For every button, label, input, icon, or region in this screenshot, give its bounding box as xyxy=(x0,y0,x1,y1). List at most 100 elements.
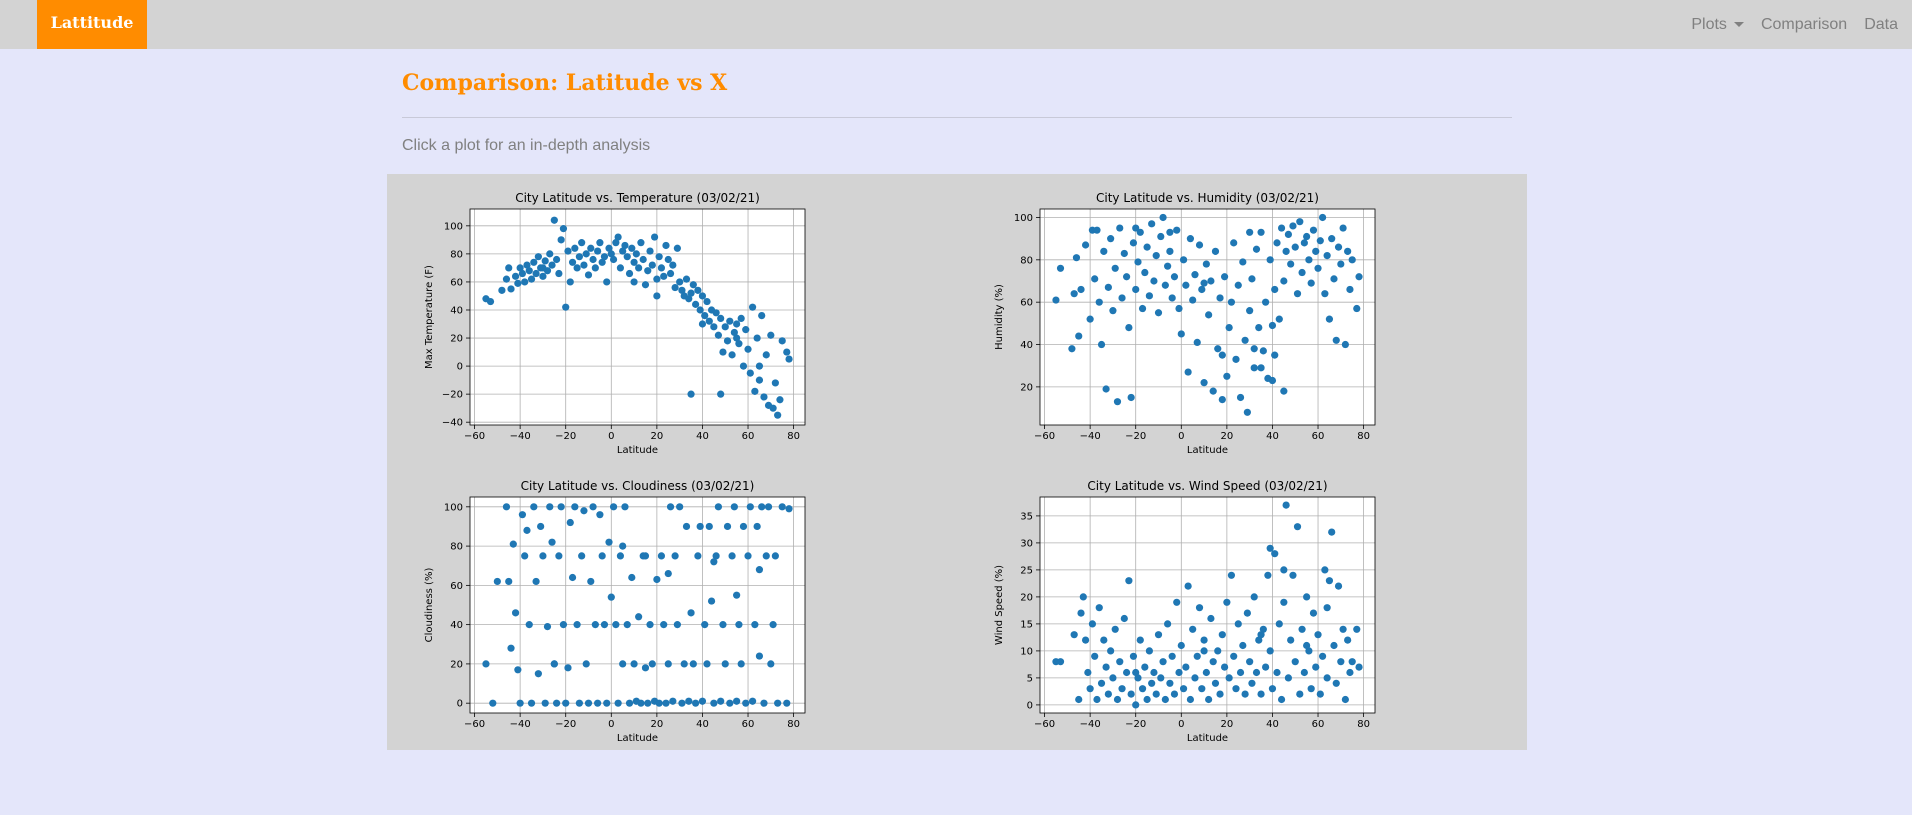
chart-1-xtick-label: 80 xyxy=(1357,431,1370,442)
chart-2-ytick-label: 80 xyxy=(450,542,463,553)
nav-comparison[interactable]: Comparison xyxy=(1760,15,1848,33)
chart-3-point xyxy=(1173,598,1181,606)
chart-2-point xyxy=(635,613,643,621)
chart-1-point xyxy=(1348,256,1356,264)
chart-1-ytick-label: 80 xyxy=(1020,255,1033,266)
chart-1-point xyxy=(1154,309,1163,317)
chart-2-ylabel: Cloudiness (%) xyxy=(424,568,435,643)
chart-2-point xyxy=(521,552,529,560)
chart-1-point xyxy=(1198,285,1206,294)
chart-1-point xyxy=(1346,285,1354,294)
chart-0-point xyxy=(671,283,679,292)
chart-3-xtick-label: −20 xyxy=(1125,719,1146,730)
chart-0-point xyxy=(550,216,558,224)
chart-3-point xyxy=(1344,636,1352,644)
chart-0-point xyxy=(730,328,738,337)
chart-3-point xyxy=(1236,668,1245,677)
chart-2-point xyxy=(527,699,536,707)
chart-1-point xyxy=(1125,323,1133,332)
chart-0-point xyxy=(653,292,661,300)
chart-3-point xyxy=(1154,631,1163,639)
chart-3-point xyxy=(1234,620,1242,628)
chart-1-point xyxy=(1100,247,1108,255)
plot-cloudiness[interactable]: City Latitude vs. Cloudiness (03/02/21) −… xyxy=(400,475,920,755)
chart-1-point xyxy=(1246,307,1254,315)
chart-3-plot-area xyxy=(1040,497,1375,713)
chart-0-point xyxy=(573,264,581,272)
chart-1-point xyxy=(1334,243,1343,251)
plot-temperature[interactable]: City Latitude vs. Temperature (03/02/21)… xyxy=(400,187,920,467)
chart-3-point xyxy=(1303,641,1311,650)
chart-2-point xyxy=(609,503,618,511)
chart-1-point xyxy=(1193,338,1201,347)
chart-1-point xyxy=(1234,281,1242,289)
chart-3-point xyxy=(1102,663,1110,671)
chart-3-point xyxy=(1129,652,1138,660)
chart-3-point xyxy=(1316,690,1324,698)
chart-2-point xyxy=(653,575,661,584)
chart-0-point xyxy=(666,269,675,278)
chart-1-point xyxy=(1227,298,1236,306)
chart-2-point xyxy=(523,526,531,534)
chart-3-point xyxy=(1111,625,1119,633)
chart-0-xtick-label: −60 xyxy=(464,431,485,442)
chart-2-point xyxy=(541,699,549,707)
chart-3-point xyxy=(1120,614,1128,623)
chart-1-point xyxy=(1236,393,1245,402)
chart-0-point xyxy=(687,289,695,297)
chart-0-point xyxy=(637,239,645,247)
chart-0-point xyxy=(728,351,736,359)
chart-1-point xyxy=(1091,275,1099,283)
chart-1-xlabel: Latitude xyxy=(1187,445,1228,456)
chart-3-point xyxy=(1268,685,1277,693)
chart-1-point xyxy=(1314,264,1322,272)
nav-data[interactable]: Data xyxy=(1864,15,1898,33)
chart-0-point xyxy=(559,225,568,233)
chart-1-xtick-label: 60 xyxy=(1312,431,1325,442)
chart-1-point xyxy=(1184,368,1192,376)
chart-1-point xyxy=(1102,385,1110,393)
chart-2-point xyxy=(543,623,552,631)
chart-2-point xyxy=(648,660,656,668)
chart-1-ytick-label: 20 xyxy=(1020,382,1033,393)
nav-plots-dropdown[interactable]: Plots xyxy=(1691,16,1744,34)
chart-0-point xyxy=(541,257,549,265)
plot-wind-speed[interactable]: City Latitude vs. Wind Speed (03/02/21) −… xyxy=(970,475,1490,755)
chart-1-point xyxy=(1330,275,1338,283)
chart-1-point xyxy=(1232,355,1240,363)
chart-3-point xyxy=(1195,604,1204,612)
chart-3-point xyxy=(1107,647,1115,655)
chart-0-xtick-label: 60 xyxy=(742,431,755,442)
chart-3-point xyxy=(1161,695,1169,704)
chart-3-point xyxy=(1150,668,1158,677)
chart-1-ytick-label: 60 xyxy=(1020,298,1033,309)
chart-0-point xyxy=(580,261,588,269)
chart-2-point xyxy=(655,699,663,707)
chart-0-point xyxy=(594,247,602,255)
brand-logo[interactable]: Lattitude xyxy=(37,0,147,49)
chart-3-point xyxy=(1184,582,1192,590)
plot-humidity[interactable]: City Latitude vs. Humidity (03/02/21) −60… xyxy=(970,187,1490,467)
chart-2-point xyxy=(685,697,693,705)
chart-1-point xyxy=(1341,340,1349,349)
chart-2-point xyxy=(783,699,791,707)
chart-3-point xyxy=(1088,620,1097,628)
chart-2-point xyxy=(753,522,761,531)
chart-3-point xyxy=(1081,636,1090,644)
chart-3-point xyxy=(1207,614,1215,623)
chart-0-point xyxy=(555,269,563,278)
chart-3-point xyxy=(1277,695,1286,704)
chart-1-point xyxy=(1129,239,1138,247)
chart-2-point xyxy=(707,597,716,605)
chart-2-xlabel: Latitude xyxy=(617,733,658,744)
chart-2-point xyxy=(694,552,702,560)
chart-1-point xyxy=(1280,387,1288,395)
chart-2-point xyxy=(764,503,773,511)
chart-0-point xyxy=(653,275,661,283)
chart-0-point xyxy=(511,272,520,280)
chart-1-point xyxy=(1173,226,1181,234)
chart-1-point xyxy=(1339,224,1347,232)
chart-1-point xyxy=(1189,296,1197,304)
chart-0-point xyxy=(534,253,542,261)
chart-3-point xyxy=(1266,647,1274,655)
